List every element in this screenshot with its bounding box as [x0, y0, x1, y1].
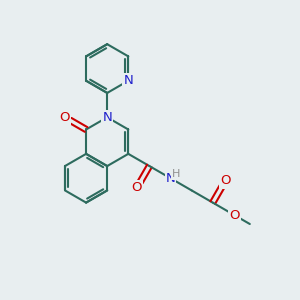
Text: O: O	[220, 175, 230, 188]
Text: N: N	[102, 111, 112, 124]
Text: O: O	[132, 181, 142, 194]
Text: N: N	[123, 74, 133, 87]
Text: O: O	[229, 208, 240, 222]
Text: N: N	[166, 172, 176, 185]
Text: H: H	[172, 169, 180, 179]
Text: O: O	[60, 111, 70, 124]
